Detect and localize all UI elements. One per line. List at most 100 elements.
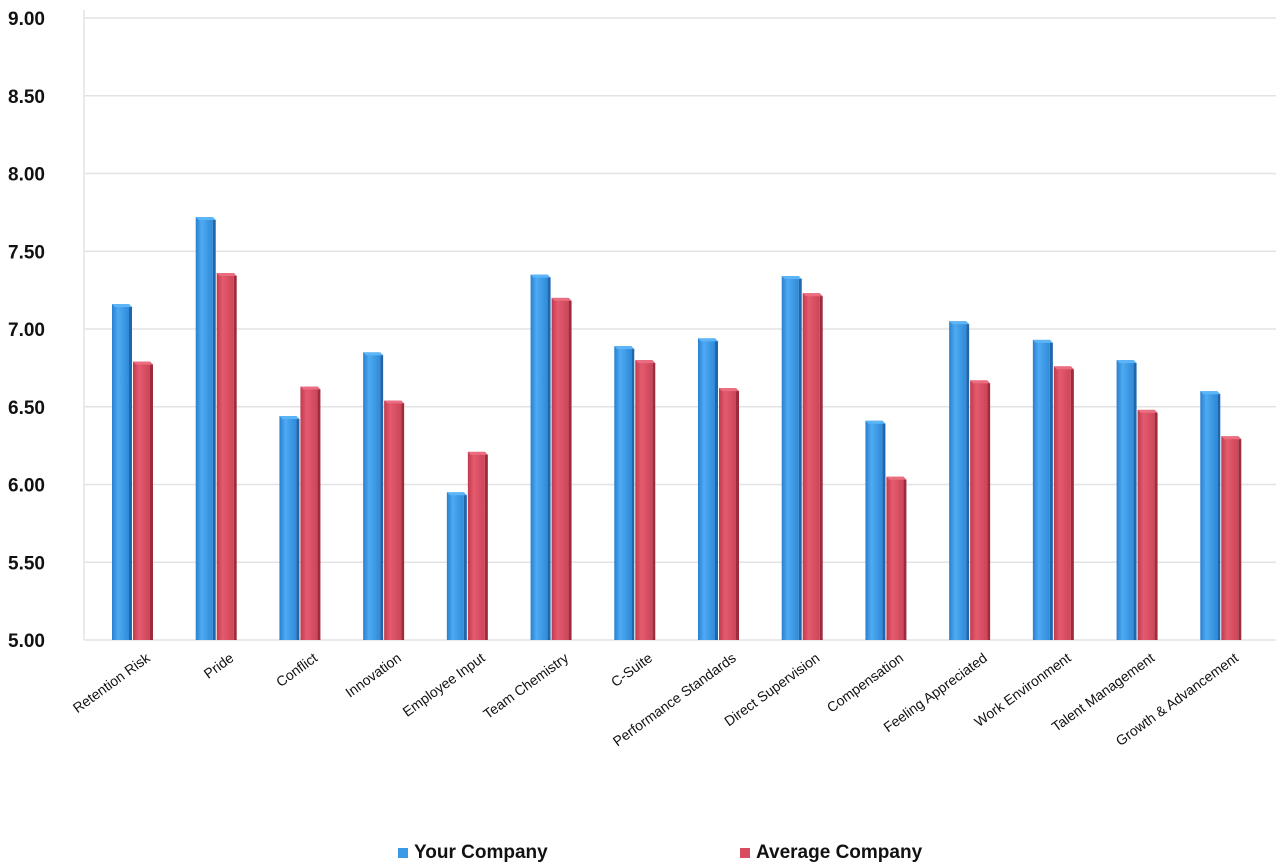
bar-your-company-innovation: [363, 352, 384, 640]
x-tick-label: Team Chemistry: [480, 649, 571, 721]
bar-front: [1053, 366, 1071, 640]
bar-top: [1032, 339, 1053, 343]
x-tick-label: Pride: [201, 649, 237, 681]
bar-average-company-compensation: [886, 476, 907, 640]
bar-side: [484, 451, 488, 640]
bar-front: [363, 352, 381, 640]
bar-average-company-talent-management: [1137, 409, 1158, 640]
bar-top: [551, 297, 572, 301]
bar-top: [1200, 391, 1221, 395]
bar-front: [530, 274, 548, 640]
bar-side: [1049, 339, 1053, 640]
bar-front: [216, 273, 234, 640]
bar-front: [195, 217, 213, 641]
bar-front: [614, 346, 632, 640]
bar-front: [384, 400, 402, 640]
bar-front: [970, 380, 988, 640]
x-tick-label: Conflict: [273, 649, 320, 689]
bar-top: [970, 380, 991, 384]
bar-top: [635, 360, 656, 364]
bar-side: [987, 380, 991, 640]
bar-top: [719, 388, 739, 392]
bars: [112, 217, 1242, 641]
bar-top: [467, 451, 488, 455]
bar-top: [1053, 366, 1074, 370]
y-tick-label: 5.00: [8, 631, 45, 652]
bar-side: [1154, 409, 1158, 640]
bar-side: [233, 273, 237, 640]
bar-top: [279, 416, 300, 420]
bar-top: [1221, 436, 1242, 440]
bar-your-company-pride: [195, 217, 216, 641]
y-tick-label: 5.50: [8, 553, 45, 574]
bar-chart: 5.00 5.50 6.00 6.50 7.00 7.50 8.00 8.50 9.00 Ret…: [8, 9, 1276, 749]
bar-front: [1200, 391, 1218, 640]
bar-front: [635, 360, 653, 640]
bar-top: [195, 217, 216, 221]
bar-top: [446, 492, 467, 496]
bar-top: [865, 420, 886, 424]
bar-top: [698, 338, 718, 342]
bar-top: [949, 321, 970, 325]
bar-side: [296, 416, 300, 640]
bar-top: [216, 273, 237, 277]
bar-top: [530, 274, 551, 278]
y-tick-label: 7.00: [8, 320, 45, 341]
bar-front: [886, 476, 904, 640]
bar-front: [1116, 360, 1134, 640]
bar-top: [133, 361, 153, 365]
bar-average-company-performance-standards: [719, 388, 739, 640]
bar-front: [446, 492, 464, 640]
bar-top: [802, 293, 823, 297]
bar-average-company-conflict: [300, 386, 321, 640]
bar-side: [1238, 436, 1242, 640]
bar-side: [150, 361, 153, 640]
gridlines: [84, 17, 1276, 641]
bar-top: [1137, 409, 1158, 413]
bar-side: [966, 321, 970, 640]
bar-your-company-conflict: [279, 416, 300, 640]
bar-side: [547, 274, 551, 640]
bar-side: [903, 476, 907, 640]
bar-side: [798, 276, 802, 640]
y-axis: 5.00 5.50 6.00 6.50 7.00 7.50 8.00 8.50 9.00: [8, 9, 85, 652]
bar-side: [317, 386, 321, 640]
bar-front: [467, 451, 485, 640]
y-tick-label: 6.50: [8, 398, 45, 419]
legend-swatch-average-company: [740, 848, 750, 858]
bar-front: [1221, 436, 1239, 640]
bar-front: [698, 338, 715, 640]
bar-front: [719, 388, 736, 640]
bar-top: [781, 276, 802, 280]
bar-side: [1217, 391, 1221, 640]
bar-front: [279, 416, 297, 640]
bar-your-company-growth-and-advancement: [1200, 391, 1221, 640]
bar-side: [463, 492, 467, 640]
bar-your-company-work-environment: [1032, 339, 1053, 640]
bar-top: [112, 304, 132, 308]
x-axis: Retention Risk Pride Conflict InnovationEmp…: [70, 649, 1241, 749]
bar-your-company-compensation: [865, 420, 886, 640]
bar-front: [112, 304, 129, 640]
y-tick-label: 8.00: [8, 165, 45, 186]
bar-side: [1070, 366, 1074, 640]
bar-average-company-direct-supervision: [802, 293, 823, 640]
legend-label-average-company: Average Company: [756, 842, 923, 863]
bar-top: [886, 476, 907, 480]
bar-front: [1137, 409, 1155, 640]
bar-top: [614, 346, 635, 350]
legend-item-your-company: Your Company: [398, 842, 548, 864]
bar-average-company-growth-and-advancement: [1221, 436, 1242, 640]
x-tick-label: Employee Input: [400, 649, 488, 719]
bar-average-company-retention-risk: [133, 361, 153, 640]
y-tick-label: 6.00: [8, 476, 45, 497]
x-tick-label: C-Suite: [608, 649, 655, 690]
bar-side: [129, 304, 132, 640]
legend-label-your-company: Your Company: [414, 842, 548, 863]
bar-top: [384, 400, 405, 404]
legend-swatch-your-company: [398, 848, 408, 858]
bar-your-company-c-suite: [614, 346, 635, 640]
bar-your-company-employee-input: [446, 492, 467, 640]
bar-average-company-pride: [216, 273, 237, 640]
bar-average-company-innovation: [384, 400, 405, 640]
